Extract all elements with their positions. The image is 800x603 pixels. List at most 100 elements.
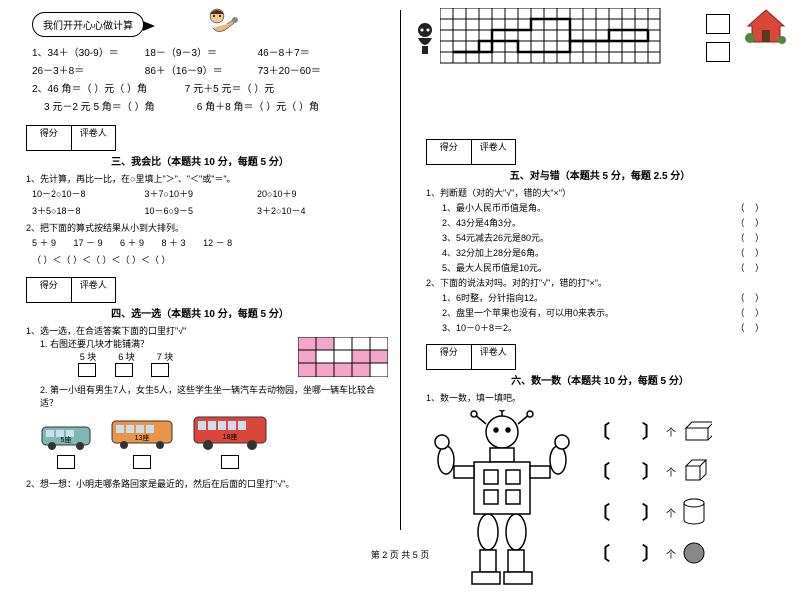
speech-bubble: 我们开开心心做计算 xyxy=(32,12,144,37)
sec3-r2: 3＋5○18－8 10－6○9－5 3＋2○10－4 xyxy=(32,205,388,219)
sec4-p2: 2、想一想：小明走哪条路回家是最近的，然后在后面的口里打"√"。 xyxy=(26,477,388,490)
house-icon xyxy=(744,6,788,53)
svg-text:18座: 18座 xyxy=(223,432,238,441)
opt3-box[interactable] xyxy=(151,363,169,377)
reviewer-label: 评卷人 xyxy=(72,126,116,150)
opt1: 5 块 xyxy=(70,350,106,363)
opt2-box[interactable] xyxy=(115,363,133,377)
r2a: 3＋5○18－8 xyxy=(32,205,142,219)
page-footer: 第 2 页 共 5 页 xyxy=(0,548,800,561)
paren-icon[interactable]: （ ） xyxy=(735,291,768,304)
count-cylinder: 〔〕 个 xyxy=(592,498,788,526)
score-box-3: 得分 评卷人 xyxy=(26,125,116,151)
r2b: 10－6○9－5 xyxy=(145,205,255,219)
score-label: 得分 xyxy=(27,278,72,302)
sec4-q1: 1. 右图还要几块才能铺满？ xyxy=(40,337,298,350)
svg-text:13座: 13座 xyxy=(135,433,150,442)
tf-g-text: 2、盘里一个苹果也没有，可以用0来表示。 xyxy=(442,306,614,319)
eq-row-4: 3 元－2 元 5 角＝（ ）角 6 角＋8 角＝（ ）元（ ）角 xyxy=(32,100,388,115)
paren-icon[interactable]: （ ） xyxy=(735,246,768,259)
opt3: 7 块 xyxy=(147,350,183,363)
paren-icon[interactable]: （ ） xyxy=(735,201,768,214)
speech-text: 我们开开心心做计算 xyxy=(43,21,133,32)
sec4-opts: 5 块 6 块 7 块 xyxy=(70,350,298,377)
count-cube: 〔〕 个 xyxy=(592,458,788,484)
tf-h-text: 3、10－0＋8＝2。 xyxy=(442,321,517,334)
tf-f: 1、6时整，分针指向12。（ ） xyxy=(442,291,768,304)
block-grid-icon xyxy=(298,337,388,377)
sec4-p1: 1、选一选，在合适答案下面的口里打"√" xyxy=(26,324,388,337)
opt2: 6 块 xyxy=(109,350,145,363)
section-6-title: 六、数一数（本题共 10 分，每题 5 分） xyxy=(412,372,788,387)
unit-label: 个 xyxy=(666,424,676,439)
section-4-title: 四、选一选（本题共 10 分，每题 5 分） xyxy=(12,305,388,320)
tf-c: 3、54元减去26元是80元。 （ ） xyxy=(442,231,768,244)
paren-icon[interactable]: （ ） xyxy=(735,216,768,229)
bus-13-box[interactable] xyxy=(133,455,151,469)
eq-2c: 6 角＋8 角＝（ ）元（ ）角 xyxy=(197,100,347,115)
paren-icon[interactable]: （ ） xyxy=(735,321,768,334)
cuboid-icon xyxy=(682,420,712,442)
sec3-r3: 5 ＋ 9 17 － 9 6 ＋ 9 8 ＋ 3 12 － 8 xyxy=(32,237,388,251)
cylinder-icon xyxy=(682,498,712,526)
tf-b-text: 2、43分是4角3分。 xyxy=(442,216,521,229)
robot-area: 〔〕 个 〔〕 个 〔〕 个 〔〕 个 xyxy=(412,410,788,603)
svg-text:5座: 5座 xyxy=(61,435,72,444)
sec3-p1: 1、先计算，再比一比，在○里填上"＞"、"＜"或"＝"。 xyxy=(26,172,388,185)
eq-2a: 7 元＋5 元＝（ ）元 xyxy=(185,82,295,97)
eq-1c: 46－8＋7＝ xyxy=(258,46,368,61)
bus-5-box[interactable] xyxy=(57,455,75,469)
r1a: 10－2○10－8 xyxy=(32,188,142,202)
column-divider xyxy=(400,10,401,530)
sec5-p2: 2、下面的说法对吗。对的打"√"，错的打"×"。 xyxy=(426,276,788,289)
score-label: 得分 xyxy=(427,140,472,164)
tf-b: 2、43分是4角3分。 （ ） xyxy=(442,216,768,229)
cube-icon xyxy=(682,458,712,484)
tf-d-text: 4、32分加上28分是6角。 xyxy=(442,246,544,259)
tf-a: 1、最小人民币币值是角。 （ ） xyxy=(442,201,768,214)
bus-18-box[interactable] xyxy=(221,455,239,469)
paren-icon[interactable]: （ ） xyxy=(735,261,768,274)
sec5-p1: 1、判断题（对的大"√"，错的大"×"） xyxy=(426,186,788,199)
eq-2b: 3 元－2 元 5 角＝（ ）角 xyxy=(44,100,194,115)
tf-c-text: 3、54元减去26元是80元。 xyxy=(442,231,549,244)
bus-18: 18座 xyxy=(192,413,268,469)
tf-h: 3、10－0＋8＝2。 （ ） xyxy=(442,321,768,334)
section-5-title: 五、对与错（本题共 5 分，每题 2.5 分） xyxy=(412,167,788,182)
eq-row-1: 1、34＋（30-9）＝ 18－（9－3）＝ 46－8＋7＝ xyxy=(32,46,388,61)
section-3-title: 三、我会比（本题共 10 分，每题 5 分） xyxy=(12,153,388,168)
sec3-r1: 10－2○10－8 3＋7○10＋9 20○10＋9 xyxy=(32,188,388,202)
paren-icon[interactable]: （ ） xyxy=(735,231,768,244)
eq-row-3: 2、46 角＝（ ）元（ ）角 7 元＋5 元＝（ ）元 xyxy=(32,82,388,97)
sec3-r4: （ ）＜（ ）＜（ ）＜（ ）＜（ ） xyxy=(32,254,388,268)
left-column: 我们开开心心做计算 1、34＋（30-9）＝ 18－（9－3）＝ 46－8＋7＝… xyxy=(0,0,400,540)
bus-5: 5座 xyxy=(40,421,92,469)
grid-answer-box-1[interactable] xyxy=(706,14,730,34)
path-grid-icon xyxy=(440,8,670,68)
bus-13: 13座 xyxy=(110,417,174,469)
sec4-q2: 2. 第一小组有男生7人，女生5人，这些学生坐一辆汽车去动物园，坐哪一辆车比较合… xyxy=(40,383,388,409)
bracket-icon: 〔 xyxy=(592,418,610,444)
paren-icon[interactable]: （ ） xyxy=(735,306,768,319)
eq-1f: 73＋20－60＝ xyxy=(258,64,368,79)
grid-answer-box-2[interactable] xyxy=(706,42,730,62)
child-icon xyxy=(412,22,438,62)
tf-d: 4、32分加上28分是6角。 （ ） xyxy=(442,246,768,259)
score-box-5: 得分 评卷人 xyxy=(426,139,516,165)
unit-label: 个 xyxy=(666,505,676,520)
score-label: 得分 xyxy=(27,126,72,150)
eq-1e: 86＋（16－9）＝ xyxy=(145,64,255,79)
bracket-icon: 〔 xyxy=(592,458,610,484)
sec4-q1-row: 1. 右图还要几块才能铺满？ 5 块 6 块 7 块 xyxy=(40,337,388,377)
bus-row: 5座 13座 18座 xyxy=(40,413,388,469)
unit-label: 个 xyxy=(666,464,676,479)
right-column: 得分 评卷人 五、对与错（本题共 5 分，每题 2.5 分） 1、判断题（对的大… xyxy=(400,0,800,540)
reviewer-label: 评卷人 xyxy=(472,345,516,369)
tf-a-text: 1、最小人民币币值是角。 xyxy=(442,201,546,214)
r1b: 3＋7○10＋9 xyxy=(145,188,255,202)
score-box-4: 得分 评卷人 xyxy=(26,277,116,303)
bracket-icon: 〔 xyxy=(592,499,610,525)
bracket-icon: 〕 xyxy=(642,418,660,444)
r2c: 3＋2○10－4 xyxy=(257,205,367,219)
opt1-box[interactable] xyxy=(78,363,96,377)
